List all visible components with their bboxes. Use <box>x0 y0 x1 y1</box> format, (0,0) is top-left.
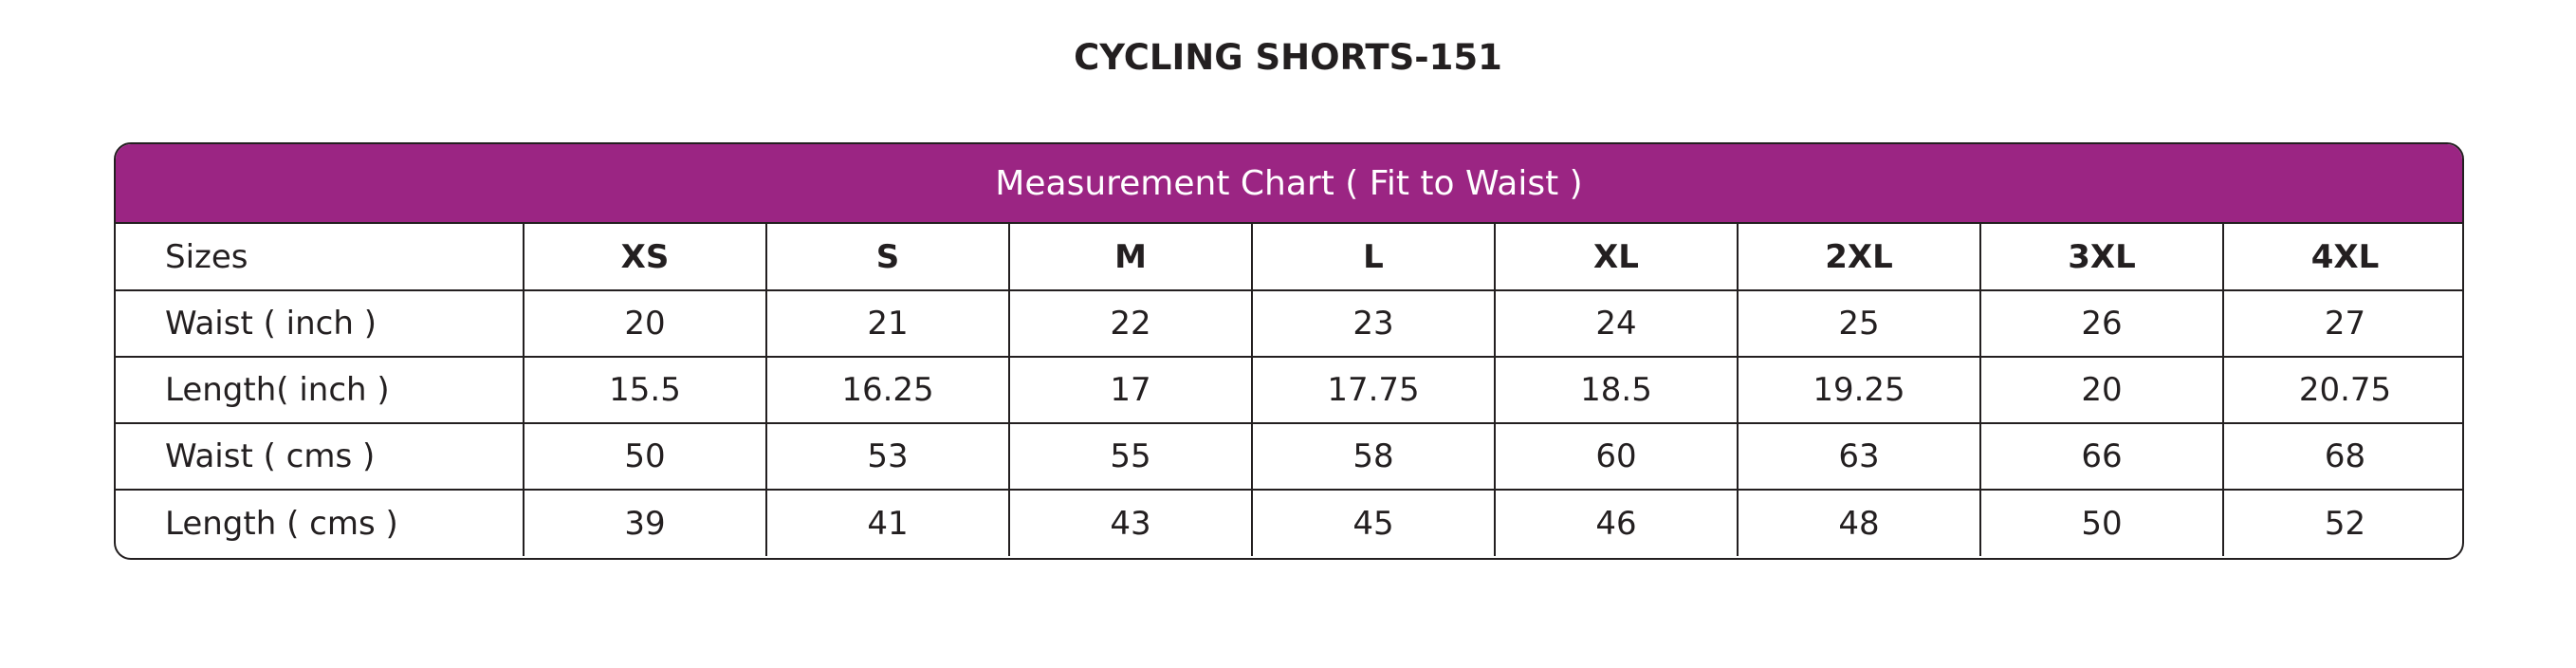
table-cell: 20 <box>1980 357 2224 424</box>
size-header-l: L <box>1252 224 1496 291</box>
row-label-waist-inch: Waist ( inch ) <box>116 290 524 358</box>
table-cell: 66 <box>1980 423 2224 491</box>
table-cell: 21 <box>766 290 1010 358</box>
table-cell: 20.75 <box>2223 357 2462 424</box>
table-cell: 22 <box>1009 290 1253 358</box>
table-cell: 41 <box>766 490 1010 556</box>
table-cell: 19.25 <box>1738 357 1981 424</box>
size-header-s: S <box>766 224 1010 291</box>
table-cell: 46 <box>1495 490 1739 556</box>
table-cell: 68 <box>2223 423 2462 491</box>
table-cell: 60 <box>1495 423 1739 491</box>
size-header-xl: XL <box>1495 224 1739 291</box>
size-header-xs: XS <box>524 224 767 291</box>
table-cell: 17.75 <box>1252 357 1496 424</box>
size-header-m: M <box>1009 224 1253 291</box>
size-header-3xl: 3XL <box>1980 224 2224 291</box>
chart-header: Measurement Chart ( Fit to Waist ) <box>116 144 2462 224</box>
table-cell: 26 <box>1980 290 2224 358</box>
row-label-sizes: Sizes <box>116 224 524 291</box>
table-cell: 50 <box>1980 490 2224 556</box>
table-cell: 63 <box>1738 423 1981 491</box>
table-cell: 16.25 <box>766 357 1010 424</box>
table-cell: 24 <box>1495 290 1739 358</box>
row-label-length-cms: Length ( cms ) <box>116 490 524 556</box>
table-cell: 43 <box>1009 490 1253 556</box>
table-cell: 52 <box>2324 504 2366 543</box>
table-cell: 15.5 <box>524 357 767 424</box>
table-cell: 48 <box>1738 490 1981 556</box>
table-cell: 50 <box>524 423 767 491</box>
size-header-4xl: 4XL <box>2223 224 2462 291</box>
sizes-row: Sizes XS S M L XL 2XL 3XL 4XL <box>116 224 2462 291</box>
table-cell: 55 <box>1009 423 1253 491</box>
table-row: Length( inch ) 15.5 16.25 17 17.75 18.5 … <box>116 357 2462 424</box>
measurement-chart: Measurement Chart ( Fit to Waist ) Sizes… <box>114 142 2464 560</box>
page-title: CYCLING SHORTS-151 <box>1074 37 1502 78</box>
table-cell: 18.5 <box>1495 357 1739 424</box>
row-label-waist-cms: Waist ( cms ) <box>116 423 524 491</box>
table-cell: 53 <box>766 423 1010 491</box>
table-cell: 20 <box>524 290 767 358</box>
table-cell: 45 <box>1252 490 1496 556</box>
table-row: Waist ( cms ) 50 53 55 58 60 63 66 68 <box>116 423 2462 491</box>
table-cell: 25 <box>1738 290 1981 358</box>
table-cell: 58 <box>1252 423 1496 491</box>
table-row: Waist ( inch ) 20 21 22 23 24 25 26 27 <box>116 290 2462 358</box>
row-label-length-inch: Length( inch ) <box>116 357 524 424</box>
table-cell: 27 <box>2223 290 2462 358</box>
table-cell: 39 <box>524 490 767 556</box>
table-row: Length ( cms ) 39 41 43 45 46 48 50 52 <box>116 490 2462 556</box>
table-cell: 17 <box>1009 357 1253 424</box>
measurement-table: Sizes XS S M L XL 2XL 3XL 4XL Waist ( in… <box>116 224 2462 556</box>
table-cell: 23 <box>1252 290 1496 358</box>
size-header-2xl: 2XL <box>1738 224 1981 291</box>
